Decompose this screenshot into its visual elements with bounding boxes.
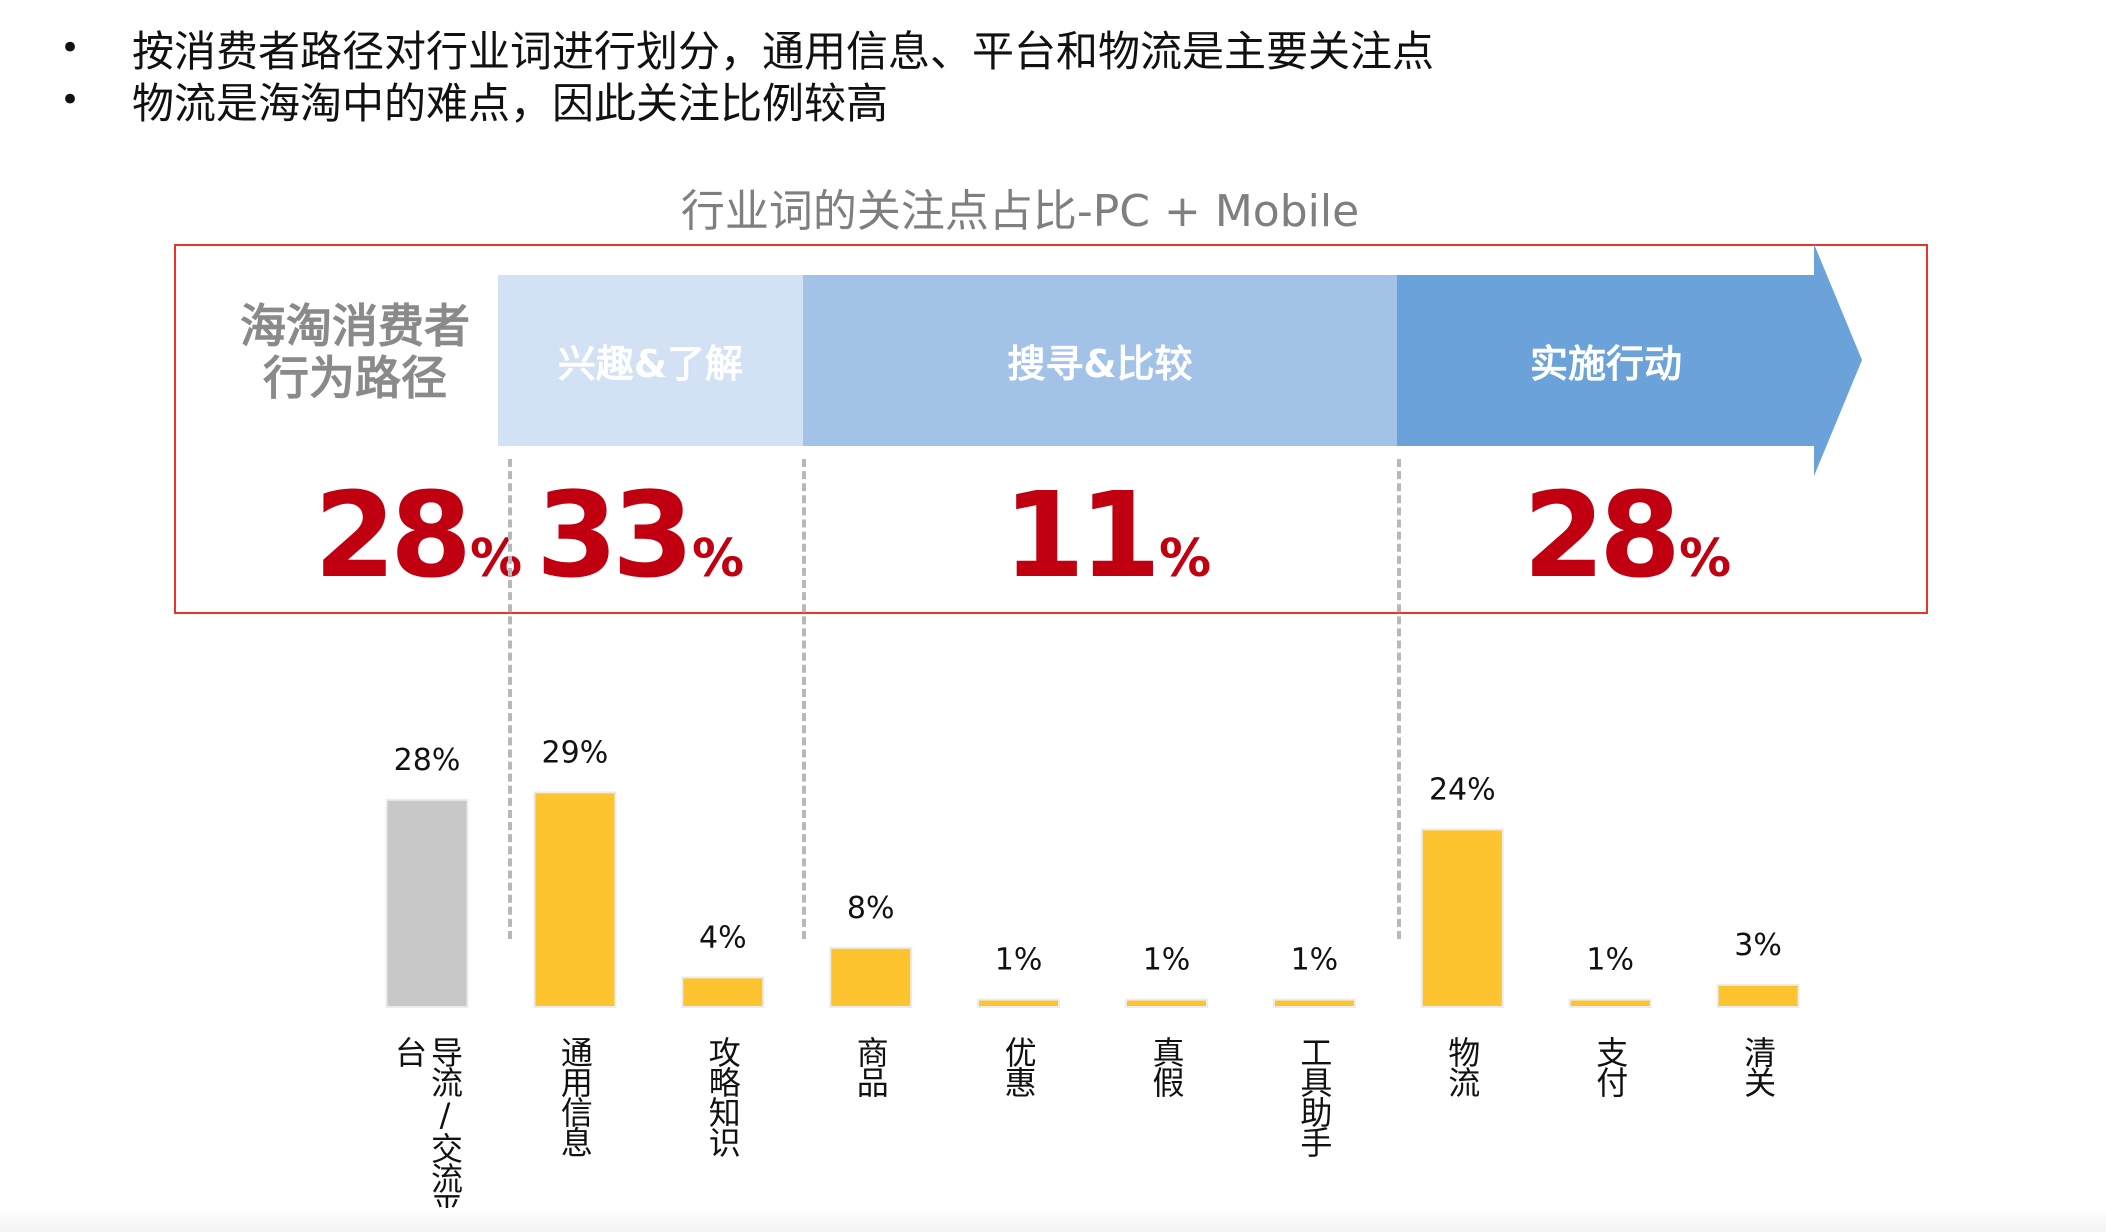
bullet-dot-icon: •: [60, 28, 81, 68]
bar-value-label: 1%: [995, 943, 1043, 978]
divider-dashed: [802, 459, 806, 939]
action-share: 28%: [1523, 470, 1731, 624]
bar-value-label: 24%: [1429, 772, 1496, 807]
bullet-dot-icon: •: [60, 80, 81, 120]
bar-value-label: 4%: [699, 920, 747, 955]
path-label-line1: 海淘消费者: [240, 299, 470, 353]
category-label: 攻略知识: [703, 1036, 742, 1156]
arrow-head-icon: [1814, 244, 1862, 476]
stage-interest: 兴趣&了解: [498, 275, 803, 446]
bar: [1125, 998, 1208, 1008]
bar: [1568, 998, 1652, 1008]
bar-value-label: 1%: [1291, 943, 1339, 978]
bar-value-label: 1%: [1586, 943, 1634, 978]
category-label: 支付: [1591, 1036, 1630, 1096]
search-share: 11%: [1003, 470, 1211, 624]
category-label: 物流: [1443, 1036, 1482, 1096]
bar: [1716, 983, 1800, 1008]
share-value: 28: [1522, 466, 1681, 604]
bar-value-label: 28%: [394, 743, 461, 778]
platform-share: 28%: [314, 470, 522, 624]
bar-value-label: 1%: [1143, 943, 1191, 978]
bar: [681, 976, 765, 1009]
category-label: 商品: [851, 1036, 890, 1096]
bullet-text: 按消费者路径对行业词进行划分，通用信息、平台和物流是主要关注点: [132, 26, 1435, 76]
category-label: 真假: [1147, 1036, 1186, 1096]
category-label: 导流/交流平台: [390, 1036, 464, 1222]
share-value: 11: [1002, 466, 1161, 604]
interest-share: 33%: [536, 470, 744, 624]
category-label: 工具助手: [1295, 1036, 1334, 1156]
divider-dashed: [1397, 459, 1401, 939]
bullet-item: • 物流是海淘中的难点，因此关注比例较高: [60, 74, 1434, 128]
share-unit: %: [692, 529, 745, 589]
category-label: 优惠: [999, 1036, 1038, 1096]
path-label-line2: 行为路径: [263, 351, 447, 405]
bar: [1420, 828, 1504, 1009]
share-value: 33: [535, 466, 694, 604]
stage-action: 实施行动: [1397, 275, 1815, 446]
bar: [385, 798, 469, 1008]
bar: [977, 998, 1061, 1008]
consumer-path-label: 海淘消费者 行为路径: [225, 300, 485, 404]
bar-value-label: 8%: [847, 891, 895, 926]
bar: [829, 946, 913, 1008]
stage-search: 搜寻&比较: [803, 275, 1397, 446]
chart-title: 行业词的关注点占比-PC + Mobile: [680, 186, 1360, 237]
bullet-text: 物流是海淘中的难点，因此关注比例较高: [132, 78, 889, 128]
share-value: 28: [313, 466, 472, 604]
bar: [533, 791, 617, 1009]
divider-dashed: [508, 459, 512, 939]
category-label: 通用信息: [555, 1036, 594, 1156]
bar-value-label: 29%: [542, 735, 609, 770]
footer-shade: [0, 1208, 2106, 1232]
consumer-path-frame: [174, 244, 1928, 614]
share-unit: %: [1159, 529, 1212, 589]
bullet-item: • 按消费者路径对行业词进行划分，通用信息、平台和物流是主要关注点: [60, 22, 1434, 76]
bar-value-label: 3%: [1734, 928, 1782, 963]
share-unit: %: [1679, 529, 1732, 589]
share-unit: %: [470, 529, 523, 589]
category-label: 清关: [1739, 1036, 1778, 1096]
bar: [1272, 998, 1356, 1008]
bullet-list: • 按消费者路径对行业词进行划分，通用信息、平台和物流是主要关注点 • 物流是海淘中…: [60, 22, 1434, 128]
